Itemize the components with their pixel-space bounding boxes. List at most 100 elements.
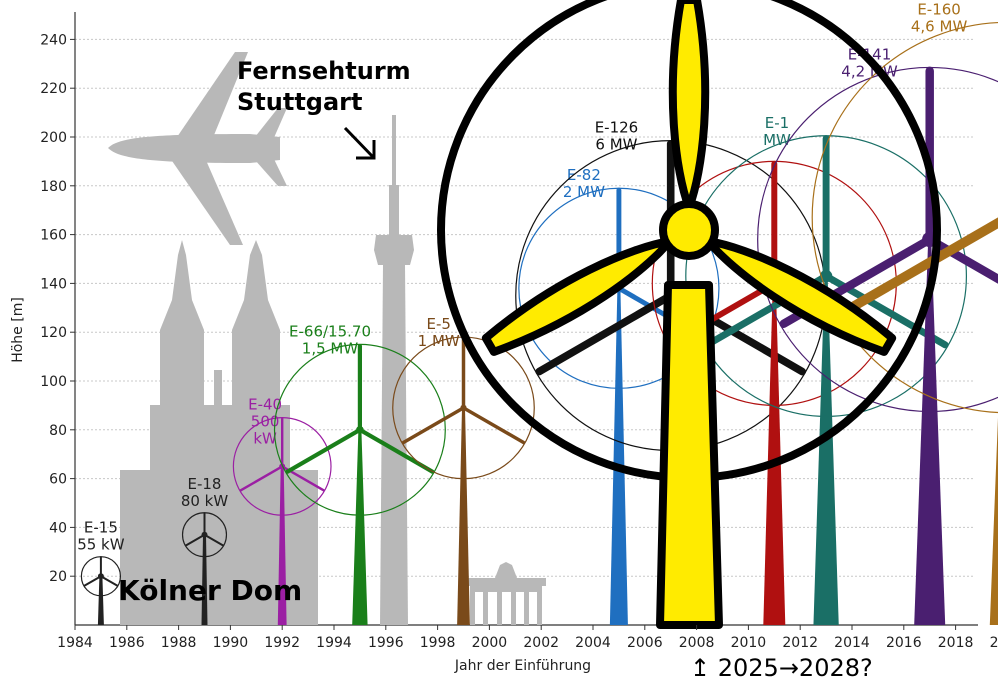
future-tower <box>656 281 723 629</box>
turbine-model-label: E-5 <box>427 315 451 333</box>
rotor-blade <box>99 575 119 587</box>
rotor-blade <box>203 533 225 547</box>
y-tick-label: 80 <box>49 423 67 439</box>
x-axis-label: Jahr der Einführung <box>454 658 591 674</box>
turbine-tower <box>457 407 470 625</box>
rotor-blade <box>285 427 362 474</box>
future-rotor-hub <box>659 200 719 260</box>
turbine-power-label: 55 kW <box>77 536 125 554</box>
turbine-power-label: 1 MW <box>418 332 460 350</box>
y-tick-label: 180 <box>40 179 67 195</box>
turbine-tower <box>277 466 287 625</box>
y-tick-label: 120 <box>40 325 67 341</box>
y-tick-label: 220 <box>40 81 67 97</box>
future-rotor-blade <box>668 0 710 212</box>
x-tick-label: 1996 <box>368 635 404 651</box>
x-tick-label: 1998 <box>420 635 456 651</box>
arrow-icon <box>343 126 376 160</box>
turbine-model-label: E-1 <box>765 114 789 132</box>
turbine-model-label: E-160 <box>917 0 961 18</box>
x-tick-label: 1990 <box>213 635 249 651</box>
turbine-tower <box>763 283 786 625</box>
x-tick-label: 2018 <box>938 635 974 651</box>
future-turbine-icon <box>437 0 941 629</box>
fernsehturm-silhouette <box>374 115 414 625</box>
rotor-blade <box>184 533 206 547</box>
turbine-tower <box>813 276 839 625</box>
turbine-power-label: 6 MW <box>595 136 637 154</box>
y-tick-label: 240 <box>40 32 67 48</box>
rotor-hub <box>460 404 467 411</box>
rotor-circle <box>811 22 998 414</box>
x-tick-label: 2020 <box>990 635 998 651</box>
x-tick-label: 1992 <box>264 635 300 651</box>
x-tick-label: 2016 <box>886 635 922 651</box>
turbine-model-label: E-82 <box>567 166 601 184</box>
turbine-model-label: E-18 <box>188 475 222 493</box>
koelner-dom-silhouette <box>120 240 318 625</box>
x-tick-label: 2014 <box>834 635 870 651</box>
y-tick-label: 160 <box>40 228 67 244</box>
turbine-power-label: 500 <box>251 413 280 431</box>
turbine-power-label: 1,5 MW <box>302 339 359 357</box>
x-tick-label: 2006 <box>627 635 663 651</box>
x-tick-label: 2000 <box>472 635 508 651</box>
turbine-tower <box>201 534 208 625</box>
x-tick-label: 2002 <box>523 635 559 651</box>
turbine-model-label: E-66/15.70 <box>289 322 371 340</box>
future-label: ↥ 2025→2028? <box>690 654 873 677</box>
turbine-model-label: E-15 <box>84 519 118 537</box>
turbine-power-label: 2 MW <box>563 183 605 201</box>
tower-label-line1: Fernsehturm <box>237 57 411 85</box>
turbine-power-label: 80 kW <box>181 492 229 510</box>
x-tick-label: 2008 <box>679 635 715 651</box>
y-tick-label: 40 <box>49 520 67 536</box>
rotor-hub <box>97 573 104 580</box>
x-tick-label: 1986 <box>109 635 145 651</box>
rotor-blade <box>357 427 435 474</box>
rotor-blade <box>535 291 675 376</box>
dome-label: Kölner Dom <box>118 574 302 607</box>
future-rotor-blade <box>481 237 674 356</box>
turbine-tower <box>914 239 946 626</box>
x-tick-label: 1988 <box>161 635 197 651</box>
x-tick-label: 2012 <box>782 635 818 651</box>
rotor-hub <box>819 269 833 283</box>
y-tick-label: 200 <box>40 130 67 146</box>
rotor-blade <box>461 406 526 445</box>
rotor-blade <box>836 217 998 318</box>
brandenburger-tor-icon <box>466 562 546 625</box>
turbine-power-label: 4,6 MW <box>911 17 968 35</box>
turbine-model-label: E-126 <box>595 119 639 137</box>
x-tick-label: 1994 <box>316 635 352 651</box>
rotor-blade <box>401 406 466 445</box>
turbine-model-label: E-40 <box>248 396 282 414</box>
turbine-power-unit-label: kW <box>253 430 277 448</box>
turbine-tower <box>352 429 368 625</box>
x-tick-label: 1984 <box>57 635 93 651</box>
turbine-tower <box>97 576 104 625</box>
x-tick-label: 2004 <box>575 635 611 651</box>
axis-ticks: 20 40 60 80 100 120 140 160 180 200 220 240 1984 1986… <box>40 32 998 651</box>
future-rotor-blade <box>704 237 897 356</box>
turbine-tower <box>989 417 998 625</box>
turbine-tower <box>609 288 628 625</box>
y-axis-label: Höhe [m] <box>10 297 26 363</box>
y-tick-label: 20 <box>49 569 67 585</box>
rotor-blade <box>239 465 284 492</box>
y-tick-label: 140 <box>40 276 67 292</box>
tower-label-line2: Stuttgart <box>237 88 362 116</box>
airplane-icon <box>108 52 287 245</box>
rotor-hub <box>201 531 208 538</box>
x-tick-label: 2010 <box>731 635 767 651</box>
turbine-e-5: E-51 MW <box>392 315 535 625</box>
y-tick-label: 60 <box>49 472 67 488</box>
rotor-blade <box>83 575 102 587</box>
rotor-hub <box>356 426 364 434</box>
y-tick-label: 100 <box>40 374 67 390</box>
